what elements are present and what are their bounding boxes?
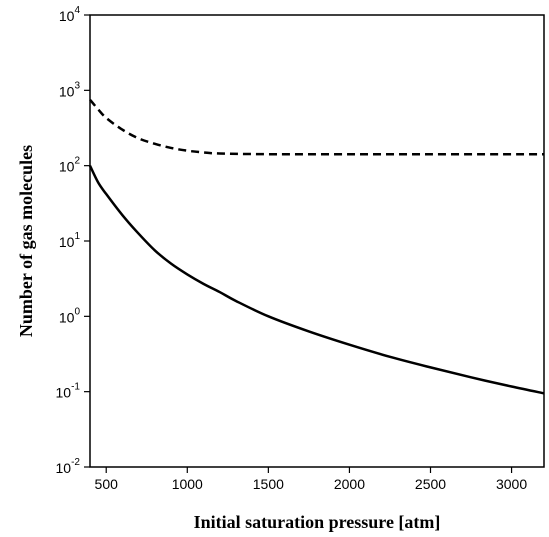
series-line-dashed: [89, 98, 544, 156]
x-axis-title: Initial saturation pressure [atm]: [194, 512, 441, 532]
y-tick-exponent: 3: [74, 80, 80, 91]
x-tick-label: 3000: [496, 476, 527, 492]
y-tick-label: 104: [59, 5, 81, 24]
x-tick-label: 1000: [172, 476, 203, 492]
y-tick-label: 10-1: [56, 382, 81, 401]
y-tick-exponent: 0: [74, 306, 80, 317]
x-tick-label: 500: [95, 476, 119, 492]
y-tick-base: 10: [59, 234, 75, 250]
y-axis-title: Number of gas molecules: [16, 145, 36, 337]
y-tick-base: 10: [59, 159, 75, 175]
y-tick-base: 10: [59, 83, 75, 99]
y-tick-exponent: 4: [74, 5, 80, 16]
y-tick-label: 102: [59, 156, 81, 175]
y-tick-exponent: 1: [74, 231, 80, 242]
y-tick-label: 100: [59, 306, 81, 325]
y-tick-base: 10: [56, 385, 72, 401]
y-tick-label: 10-2: [56, 457, 81, 476]
series-line-solid: [88, 165, 545, 395]
y-tick-base: 10: [59, 309, 75, 325]
x-tick-label: 1500: [253, 476, 284, 492]
y-tick-base: 10: [56, 460, 72, 476]
plot-frame: [89, 14, 545, 468]
y-tick-label: 101: [59, 231, 81, 250]
y-tick-exponent: 2: [74, 156, 80, 167]
y-tick-base: 10: [59, 8, 75, 24]
y-tick-exponent: -2: [71, 457, 80, 468]
x-tick-label: 2000: [334, 476, 365, 492]
x-tick-label: 2500: [415, 476, 446, 492]
y-tick-label: 103: [59, 80, 81, 99]
y-tick-exponent: -1: [71, 382, 80, 393]
x-axis-ticks: 500 1000 1500 2000 2500 3000: [95, 467, 527, 492]
series-layer: [88, 98, 545, 395]
plot-area: [89, 14, 545, 468]
